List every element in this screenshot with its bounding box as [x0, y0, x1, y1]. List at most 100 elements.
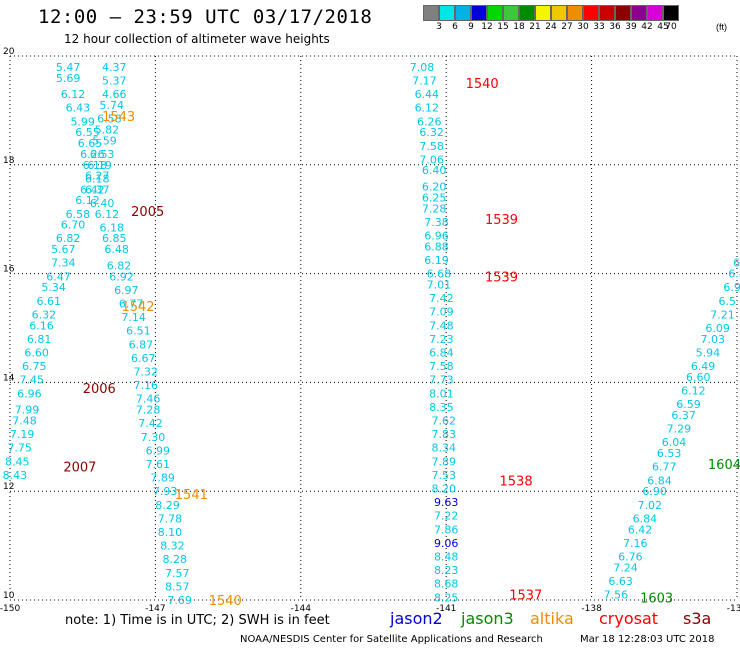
- x-tick-label: -138: [581, 604, 602, 614]
- colorbar-swatch: [439, 5, 455, 21]
- wave-height-value: 6.47: [46, 270, 71, 283]
- colorbar-label: 27: [561, 22, 573, 32]
- wave-height-value: 6.44: [415, 88, 440, 101]
- wave-height-value: 7.58: [419, 140, 444, 153]
- colorbar-swatch: [423, 5, 439, 21]
- wave-height-value: 6.49: [691, 360, 716, 373]
- pass-label: 2006: [83, 382, 116, 397]
- wave-height-value: 6.90: [642, 485, 667, 498]
- wave-height-value: 6.97: [114, 284, 139, 297]
- y-tick-label: 18: [3, 156, 15, 166]
- wave-height-value: 7.28: [136, 404, 161, 417]
- pass-label: 2005: [131, 205, 164, 220]
- colorbar-label: 3: [436, 22, 442, 32]
- wave-height-value: 6.59: [676, 398, 701, 411]
- colorbar-label: 15: [497, 22, 509, 32]
- wave-height-value: 7.32: [133, 366, 158, 379]
- pass-label: 1538: [500, 474, 533, 489]
- wave-height-value: 7.38: [424, 216, 449, 229]
- wave-height-value: 6.12: [681, 385, 706, 398]
- wave-height-value: 7.99: [15, 404, 40, 417]
- wave-height-value: 6.68: [427, 268, 452, 281]
- colorbar-label: 70: [665, 22, 677, 32]
- colorbar-label: 45: [657, 22, 669, 32]
- colorbar-label: 18: [513, 22, 525, 32]
- wave-height-value: 6.99: [146, 444, 171, 457]
- wave-height-value: 6.65: [78, 137, 103, 150]
- wave-height-value: 7.53: [432, 469, 457, 482]
- wave-height-value: 7.19: [10, 428, 35, 441]
- wave-height-value: 8.10: [158, 526, 183, 539]
- wave-height-value: 8.28: [163, 553, 188, 566]
- wave-height-value: 8.32: [160, 540, 185, 553]
- wave-height-value: 7.46: [136, 393, 161, 406]
- wave-height-value: 6.70: [61, 219, 86, 232]
- colorbar-unit: (ft): [716, 22, 727, 32]
- wave-height-value: 6.58: [66, 208, 91, 221]
- wave-height-value: 7.56: [604, 589, 629, 602]
- wave-height-value: 5.59: [92, 134, 117, 147]
- wave-height-value: 7.21: [710, 308, 735, 321]
- wave-height-value: 6.55: [75, 126, 100, 139]
- wave-height-value: 7.14: [121, 311, 146, 324]
- wave-height-value: 5.82: [95, 123, 120, 136]
- wave-height-value: 7.24: [613, 561, 638, 574]
- pass-label: 1540: [209, 594, 242, 609]
- wave-height-value: 8.45: [5, 455, 30, 468]
- wave-height-value: 6.12: [75, 194, 100, 207]
- colorbar-labels: 3 6 9 12 15 18 21 24 27 30 33 36 39 42 45 70: [423, 22, 740, 34]
- legend-item-altika: altika: [530, 609, 574, 628]
- wave-height-value: 7.62: [432, 414, 457, 427]
- chart-subtitle: 12 hour collection of altimeter wave hei…: [64, 32, 330, 46]
- colorbar-label: 24: [545, 22, 557, 32]
- wave-height-value: 6.85: [102, 232, 127, 245]
- wave-height-value: 7.57: [165, 567, 190, 580]
- wave-height-value: 6.18: [85, 172, 110, 185]
- wave-height-value: 7.93: [153, 485, 178, 498]
- y-tick-label: 20: [3, 47, 15, 57]
- colorbar-label: 21: [529, 22, 541, 32]
- wave-height-value: 4.37: [102, 61, 127, 74]
- colorbar-label: 30: [577, 22, 589, 32]
- wave-height-value: 6.53: [657, 447, 682, 460]
- y-tick-label: 10: [3, 591, 15, 601]
- wave-height-value: 6.60: [686, 371, 711, 384]
- pass-label: 1539: [485, 213, 518, 228]
- wave-height-value: 6.26: [80, 148, 105, 161]
- wave-height-value: 8.57: [165, 580, 190, 593]
- wave-height-value: 7.83: [432, 428, 457, 441]
- wave-height-value: 6.96: [424, 230, 449, 243]
- wave-height-value: 6.16: [29, 319, 54, 332]
- wave-height-value: 6.53: [90, 148, 115, 161]
- wave-height-value: 8.23: [434, 564, 459, 577]
- wave-height-value: 6.27: [85, 170, 110, 183]
- wave-height-value: 7.29: [667, 423, 692, 436]
- colorbar-swatch: [567, 5, 583, 21]
- legend-item-jason3: jason3: [461, 609, 514, 628]
- wave-height-value: 6.8: [728, 268, 740, 281]
- wave-height-value: 6.40: [422, 164, 447, 177]
- colorbar-label: 39: [625, 22, 637, 32]
- wave-height-value: 5.47: [56, 61, 81, 74]
- wave-height-value: 6.60: [24, 346, 49, 359]
- wave-height-value: 7.42: [138, 417, 163, 430]
- y-tick-label: 14: [3, 373, 15, 383]
- wave-height-value: 6.04: [662, 436, 687, 449]
- colorbar-swatch: [487, 5, 503, 21]
- wave-height-value: 6.5: [719, 295, 737, 308]
- wave-height-value: 8.43: [3, 469, 28, 482]
- pass-label: 1603: [640, 591, 673, 606]
- colorbar-label: 42: [641, 22, 653, 32]
- wave-height-value: 8.20: [432, 482, 457, 495]
- wave-height-value: 9.63: [434, 496, 459, 509]
- wave-height-value: 7.61: [146, 458, 171, 471]
- x-tick-label: -150: [0, 604, 20, 614]
- wave-height-value: 7.86: [434, 523, 459, 536]
- wave-height-value: 8.34: [432, 442, 457, 455]
- wave-height-value: 6.84: [429, 346, 454, 359]
- timestamp: Mar 18 12:28:03 UTC 2018: [580, 634, 715, 645]
- colorbar-label: 36: [609, 22, 621, 32]
- wave-height-value: 7.48: [12, 414, 37, 427]
- wave-height-value: 7.75: [7, 442, 32, 455]
- wave-height-value: 6.92: [109, 270, 134, 283]
